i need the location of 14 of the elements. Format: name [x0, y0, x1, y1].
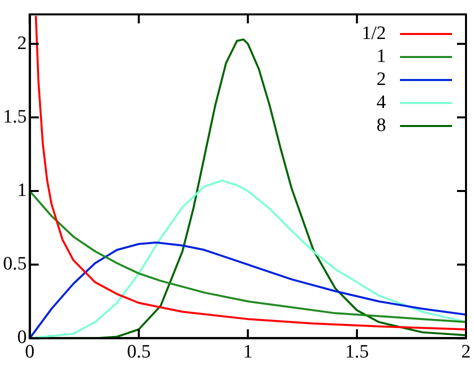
- x-tick-label: 1: [243, 342, 253, 363]
- x-tick-label: 1.5: [345, 342, 369, 363]
- x-tick-label: 0.5: [126, 342, 151, 363]
- x-tick-label: 2: [461, 342, 471, 363]
- legend-label: 4: [376, 91, 386, 114]
- legend-label: 1/2: [362, 22, 386, 46]
- y-tick-label: 0: [17, 327, 27, 348]
- legend-label: 1: [376, 45, 386, 68]
- y-tick-label: 2: [17, 32, 27, 54]
- y-tick-label: 1.5: [3, 106, 27, 128]
- legend-label: 8: [376, 114, 386, 138]
- y-tick-label: 1: [17, 180, 27, 202]
- legend-label: 2: [376, 68, 386, 92]
- y-tick-label: 0.5: [3, 254, 27, 275]
